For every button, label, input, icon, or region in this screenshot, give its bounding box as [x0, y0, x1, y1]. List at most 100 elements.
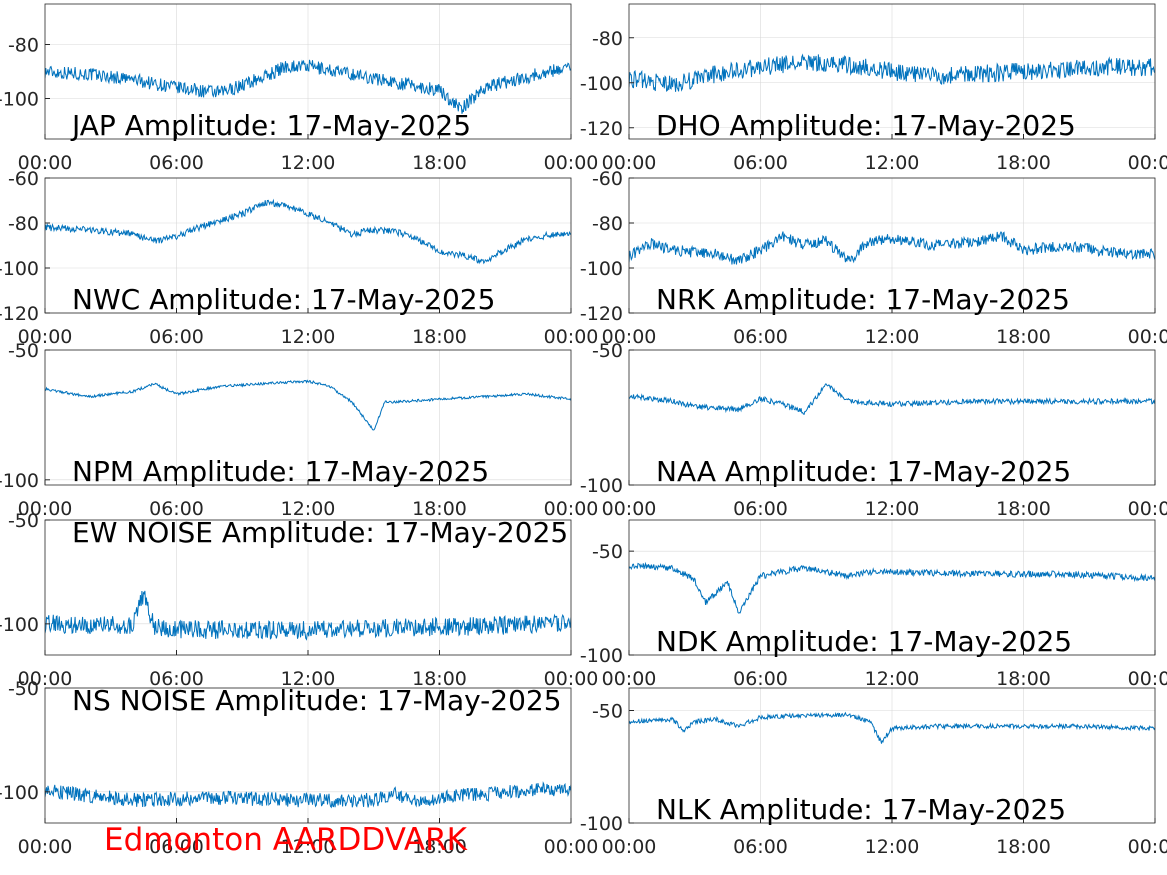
- x-tick-label: 00:00: [544, 668, 599, 690]
- y-tick-label: -80: [8, 35, 39, 57]
- chart-panel-7: 00:00 06:00 12:00 18:00 00:00 -50 -100 EW NOISE…: [0, 510, 598, 690]
- chart-panel-5: 00:00 06:00 12:00 18:00 00:00 -50 -100 NPM Ampl…: [0, 340, 598, 520]
- y-tick-label: -120: [580, 303, 623, 325]
- series-line: [45, 781, 571, 809]
- x-tick-label: 00:00: [18, 326, 73, 348]
- x-tick-label: 12:00: [281, 326, 336, 348]
- x-tick-label: 18:00: [996, 836, 1051, 858]
- x-tick-label: 06:00: [733, 152, 788, 174]
- x-tick-label: 00:00: [602, 668, 657, 690]
- x-tick-label: 18:00: [412, 836, 467, 858]
- x-tick-label: 06:00: [733, 836, 788, 858]
- chart-panel-2: 00:00 06:00 12:00 18:00 00:00 -80 -100 -120 DHO …: [580, 3, 1167, 174]
- x-tick-label: 18:00: [996, 152, 1051, 174]
- y-tick-label: -100: [0, 258, 39, 280]
- x-tick-label: 00:00: [1128, 836, 1167, 858]
- series-line: [629, 561, 1155, 614]
- y-tick-label: -100: [580, 475, 623, 497]
- y-tick-label: -50: [592, 701, 623, 723]
- x-tick-label: 00:00: [1128, 326, 1167, 348]
- series-line: [629, 53, 1155, 92]
- x-tick-label: 12:00: [281, 152, 336, 174]
- y-tick-label: -100: [0, 89, 39, 111]
- x-tick-label: 06:00: [149, 836, 204, 858]
- series-line: [45, 590, 571, 641]
- x-tick-label: 06:00: [733, 326, 788, 348]
- chart-title: NRK Amplitude: 17-May-2025: [656, 283, 1070, 316]
- series-line: [45, 379, 571, 431]
- x-tick-label: 12:00: [281, 498, 336, 520]
- chart-panel-3: 00:00 06:00 12:00 18:00 00:00 -60 -80 -100 -120 N…: [0, 168, 598, 348]
- x-tick-label: 18:00: [412, 668, 467, 690]
- x-tick-label: 00:00: [18, 836, 73, 858]
- chart-title: NLK Amplitude: 17-May-2025: [656, 793, 1066, 826]
- x-tick-label: 12:00: [865, 668, 920, 690]
- x-tick-label: 12:00: [281, 836, 336, 858]
- y-tick-label: -100: [580, 258, 623, 280]
- y-tick-label: -100: [580, 813, 623, 835]
- y-tick-label: -50: [592, 541, 623, 563]
- y-tick-label: -50: [592, 340, 623, 362]
- series-line: [629, 382, 1155, 415]
- x-tick-label: 12:00: [865, 326, 920, 348]
- chart-title: EW NOISE Amplitude: 17-May-2025: [72, 516, 568, 549]
- x-tick-label: 18:00: [412, 498, 467, 520]
- chart-panel-4: 00:00 06:00 12:00 18:00 00:00 -60 -80 -100 -120 N…: [580, 168, 1167, 348]
- y-tick-label: -120: [0, 303, 39, 325]
- x-tick-label: 12:00: [281, 668, 336, 690]
- x-tick-label: 00:00: [602, 498, 657, 520]
- y-tick-label: -50: [8, 678, 39, 700]
- series-line: [45, 59, 571, 114]
- chart-panel-1: 00:00 06:00 12:00 18:00 00:00 -80 -100 JAP Ampl…: [0, 3, 599, 174]
- chart-title: NWC Amplitude: 17-May-2025: [72, 283, 495, 316]
- chart-panel-6: 00:00 06:00 12:00 18:00 00:00 -50 -100 NAA Ampl…: [580, 340, 1167, 520]
- x-tick-label: 00:00: [18, 152, 73, 174]
- y-tick-label: -80: [8, 213, 39, 235]
- x-tick-label: 00:00: [602, 326, 657, 348]
- x-tick-label: 00:00: [18, 498, 73, 520]
- x-tick-label: 06:00: [149, 152, 204, 174]
- chart-panel-8: 00:00 06:00 12:00 18:00 00:00 -50 -100 NDK Ampl…: [580, 519, 1167, 690]
- y-tick-label: -100: [0, 614, 39, 636]
- x-tick-label: 18:00: [412, 152, 467, 174]
- chart-title: NS NOISE Amplitude: 17-May-2025: [72, 684, 562, 717]
- chart-panel-9: 00:00 06:00 12:00 18:00 00:00 -50 -100 NS NOISE…: [0, 678, 598, 858]
- x-tick-label: 12:00: [865, 498, 920, 520]
- x-tick-label: 06:00: [733, 668, 788, 690]
- x-tick-label: 00:00: [544, 498, 599, 520]
- y-tick-label: -120: [580, 118, 623, 140]
- x-tick-label: 00:00: [602, 836, 657, 858]
- y-tick-label: -50: [8, 340, 39, 362]
- chart-title: NDK Amplitude: 17-May-2025: [656, 625, 1072, 658]
- x-tick-label: 06:00: [733, 498, 788, 520]
- x-tick-label: 06:00: [149, 498, 204, 520]
- y-tick-label: -100: [580, 645, 623, 667]
- x-tick-label: 00:00: [544, 152, 599, 174]
- x-tick-label: 06:00: [149, 668, 204, 690]
- y-tick-label: -60: [592, 168, 623, 190]
- y-tick-label: -60: [8, 168, 39, 190]
- y-tick-label: -80: [592, 213, 623, 235]
- x-tick-label: 00:00: [18, 668, 73, 690]
- chart-title: NAA Amplitude: 17-May-2025: [656, 455, 1071, 488]
- chart-title: DHO Amplitude: 17-May-2025: [656, 109, 1076, 142]
- y-tick-label: -50: [8, 510, 39, 532]
- x-tick-label: 00:00: [602, 152, 657, 174]
- series-line: [45, 198, 571, 265]
- y-tick-label: -80: [592, 28, 623, 50]
- x-tick-label: 00:00: [1128, 498, 1167, 520]
- y-tick-label: -100: [0, 470, 39, 492]
- station-footer: Edmonton AARDDVARK: [104, 822, 468, 858]
- x-tick-label: 00:00: [544, 326, 599, 348]
- x-tick-label: 00:00: [544, 836, 599, 858]
- x-tick-label: 00:00: [1128, 152, 1167, 174]
- x-tick-label: 18:00: [996, 498, 1051, 520]
- x-tick-label: 12:00: [865, 152, 920, 174]
- chart-title: NPM Amplitude: 17-May-2025: [72, 455, 489, 488]
- chart-title: JAP Amplitude: 17-May-2025: [70, 109, 471, 142]
- x-tick-label: 00:00: [1128, 668, 1167, 690]
- x-tick-label: 06:00: [149, 326, 204, 348]
- x-tick-label: 18:00: [996, 668, 1051, 690]
- y-tick-label: -100: [0, 782, 39, 804]
- series-line: [629, 230, 1155, 265]
